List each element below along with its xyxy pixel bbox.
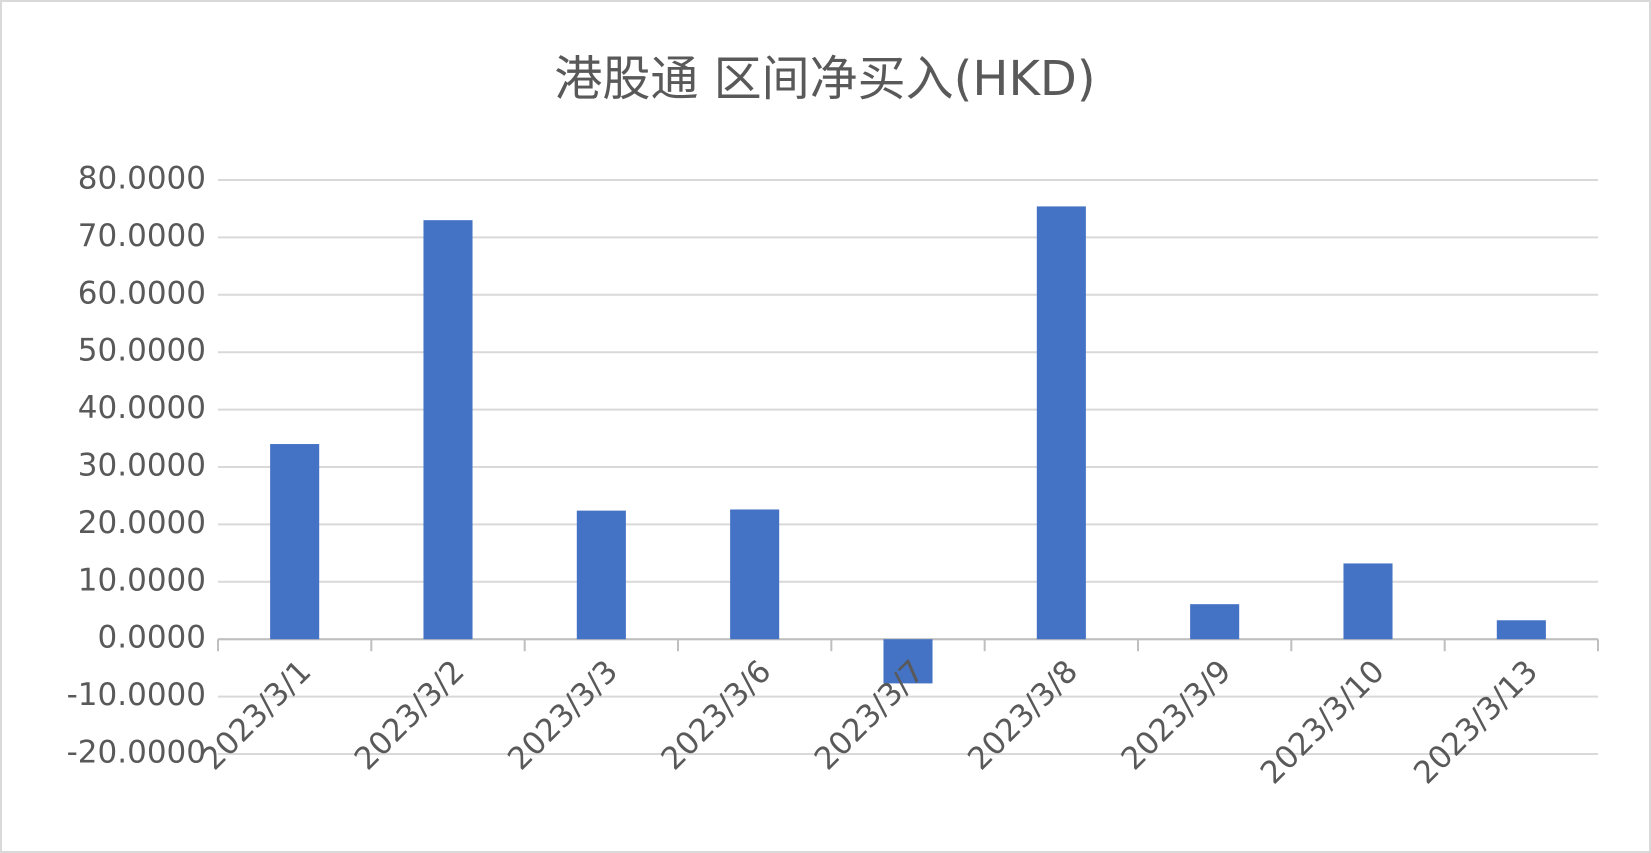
bar [1496,620,1546,640]
y-tick-label: 70.0000 [78,218,206,254]
bar [883,639,933,684]
y-tick-label: -20.0000 [67,735,206,771]
y-tick-label: 10.0000 [78,562,206,598]
bar [1190,604,1240,640]
chart-title: 港股通 区间净买入(HKD) [554,51,1095,107]
y-tick-label: 30.0000 [78,448,206,484]
y-tick-label: 50.0000 [78,333,206,369]
y-tick-label: 20.0000 [78,505,206,541]
bar [1343,563,1393,640]
bar [270,444,320,640]
y-tick-label: 60.0000 [78,275,206,311]
y-tick-label: -10.0000 [67,677,206,713]
y-tick-label: 80.0000 [78,161,206,197]
bar [1036,206,1086,640]
bar [423,220,473,640]
y-tick-label: 0.0000 [98,620,206,656]
y-tick-label: 40.0000 [78,390,206,426]
bar [576,510,626,640]
bar [730,509,780,640]
